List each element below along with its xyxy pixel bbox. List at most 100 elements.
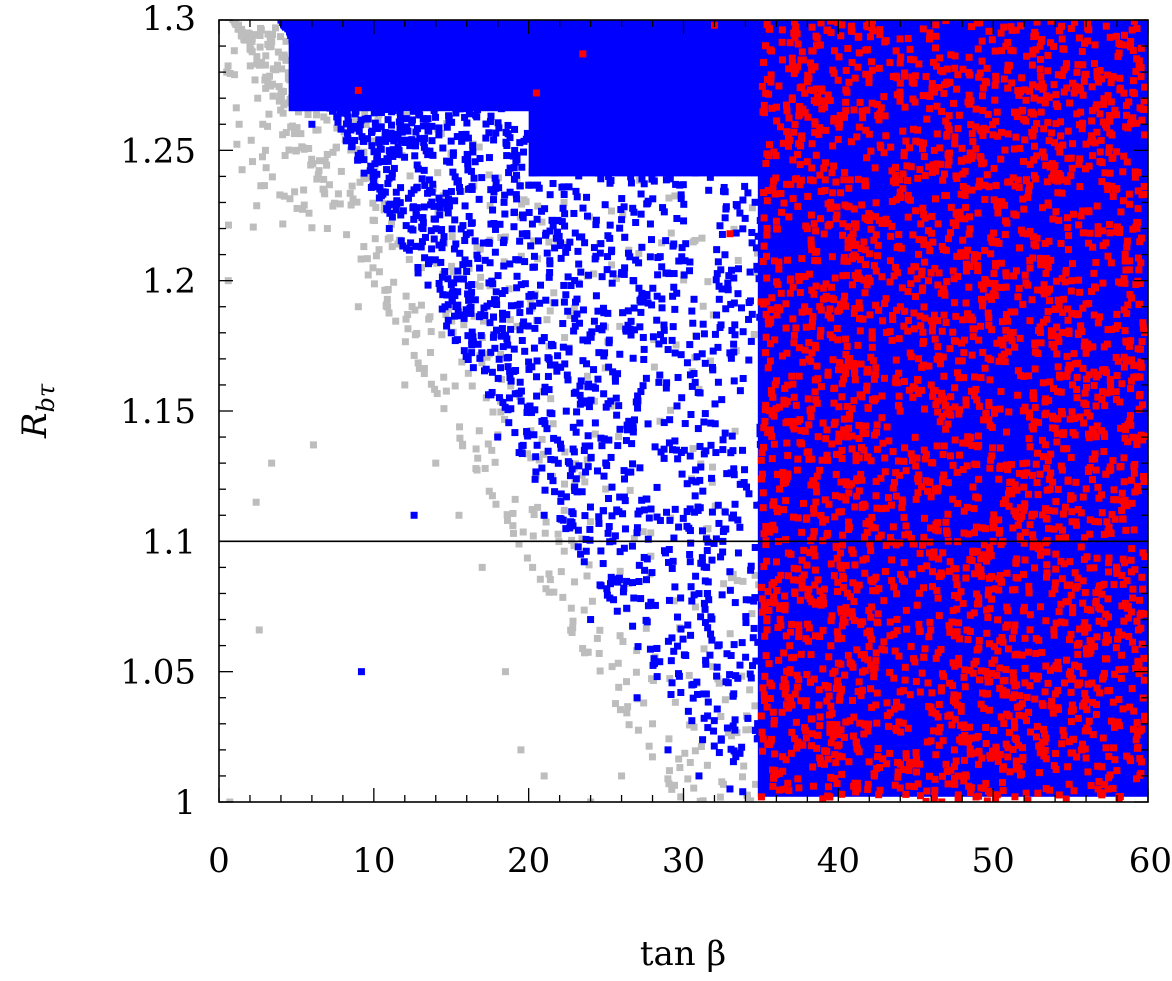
series-2-point	[321, 47, 329, 55]
series-2-point	[490, 188, 498, 196]
series-3-point	[830, 117, 838, 125]
series-2-point	[318, 54, 326, 62]
series-2-point	[389, 41, 397, 49]
series-2-point	[389, 107, 397, 115]
series-3-point	[873, 421, 881, 429]
series-2-point	[630, 304, 638, 312]
series-2-point	[505, 169, 513, 177]
series-2-point	[677, 351, 685, 359]
series-2-point	[333, 20, 341, 24]
series-2-point	[656, 516, 664, 524]
series-2-point	[713, 246, 721, 254]
series-1-point	[475, 143, 483, 151]
series-1-point	[309, 441, 317, 449]
series-3-point	[1107, 98, 1115, 106]
series-1-point	[268, 173, 276, 181]
series-3-point	[963, 462, 971, 470]
series-3-point	[1002, 326, 1010, 334]
series-2-point	[692, 478, 700, 486]
series-3-point	[902, 467, 910, 475]
series-3-point	[787, 180, 795, 188]
series-2-point	[662, 176, 670, 184]
series-3-point	[865, 643, 873, 651]
series-1-point	[593, 634, 601, 642]
series-2-point	[389, 152, 397, 160]
series-3-point	[1060, 45, 1068, 53]
series-3-point	[794, 151, 802, 159]
series-2-point	[560, 191, 568, 199]
series-3-point	[934, 317, 942, 325]
series-2-point	[453, 275, 461, 283]
series-2-point	[726, 568, 734, 576]
series-3-point	[992, 796, 1000, 802]
series-2-point	[544, 447, 552, 455]
series-2-point	[725, 272, 733, 280]
series-3-point	[839, 541, 847, 549]
series-3-point	[932, 401, 940, 409]
series-2-point	[637, 595, 645, 603]
series-2-point	[730, 299, 738, 307]
series-3-point	[979, 131, 987, 139]
series-2-point	[745, 356, 753, 364]
series-3-point	[837, 726, 845, 734]
series-1-point	[264, 30, 272, 38]
series-3-point	[796, 289, 804, 297]
series-2-point	[441, 303, 449, 311]
series-2-point	[381, 128, 389, 136]
series-3-point	[811, 552, 819, 560]
series-2-point	[394, 76, 402, 84]
series-1-point	[583, 572, 591, 580]
series-2-point	[600, 309, 608, 317]
series-2-point	[595, 102, 603, 110]
series-2-point	[523, 55, 531, 63]
series-2-point	[587, 453, 595, 461]
series-2-point	[669, 79, 677, 87]
series-3-point	[902, 750, 910, 758]
series-3-point	[1133, 224, 1141, 232]
series-2-point	[518, 230, 526, 238]
series-3-point	[897, 703, 905, 711]
series-2-point	[587, 333, 595, 341]
series-2-point	[741, 214, 749, 222]
series-2-point	[429, 39, 437, 47]
series-1-point	[538, 218, 546, 226]
series-3-point	[838, 790, 846, 798]
series-3-point	[1110, 581, 1118, 589]
series-3-point	[799, 499, 807, 507]
series-2-point	[562, 248, 570, 256]
series-2-point	[590, 117, 598, 125]
series-1-point	[650, 363, 658, 371]
series-2-point	[305, 57, 313, 65]
series-2-point	[575, 280, 583, 288]
series-1-point	[534, 202, 542, 210]
series-3-point	[881, 568, 889, 576]
series-3-point	[885, 494, 893, 502]
series-3-point	[846, 176, 854, 184]
series-3-point	[1016, 334, 1024, 342]
series-3-point	[837, 478, 845, 486]
series-3-point	[784, 418, 792, 426]
series-1-point	[570, 542, 578, 550]
series-3-point	[944, 122, 952, 130]
series-3-point	[842, 370, 850, 378]
series-2-point	[604, 309, 612, 317]
series-3-point	[1079, 599, 1087, 607]
series-2-point	[407, 103, 415, 111]
series-2-point	[629, 428, 637, 436]
series-3-point	[881, 112, 889, 120]
series-2-point	[574, 247, 582, 255]
series-2-point	[428, 198, 436, 206]
series-3-point	[972, 385, 980, 393]
series-1-point	[478, 359, 486, 367]
series-2-point	[350, 103, 358, 111]
series-1-point	[477, 273, 485, 281]
series-3-point	[1112, 388, 1120, 396]
series-2-point	[720, 526, 728, 534]
series-2-point	[320, 32, 328, 40]
series-2-point	[680, 271, 688, 279]
series-3-point	[939, 353, 947, 361]
series-2-point	[438, 198, 446, 206]
series-2-point	[443, 72, 451, 80]
series-1-point	[539, 450, 547, 458]
series-2-point	[546, 269, 554, 277]
